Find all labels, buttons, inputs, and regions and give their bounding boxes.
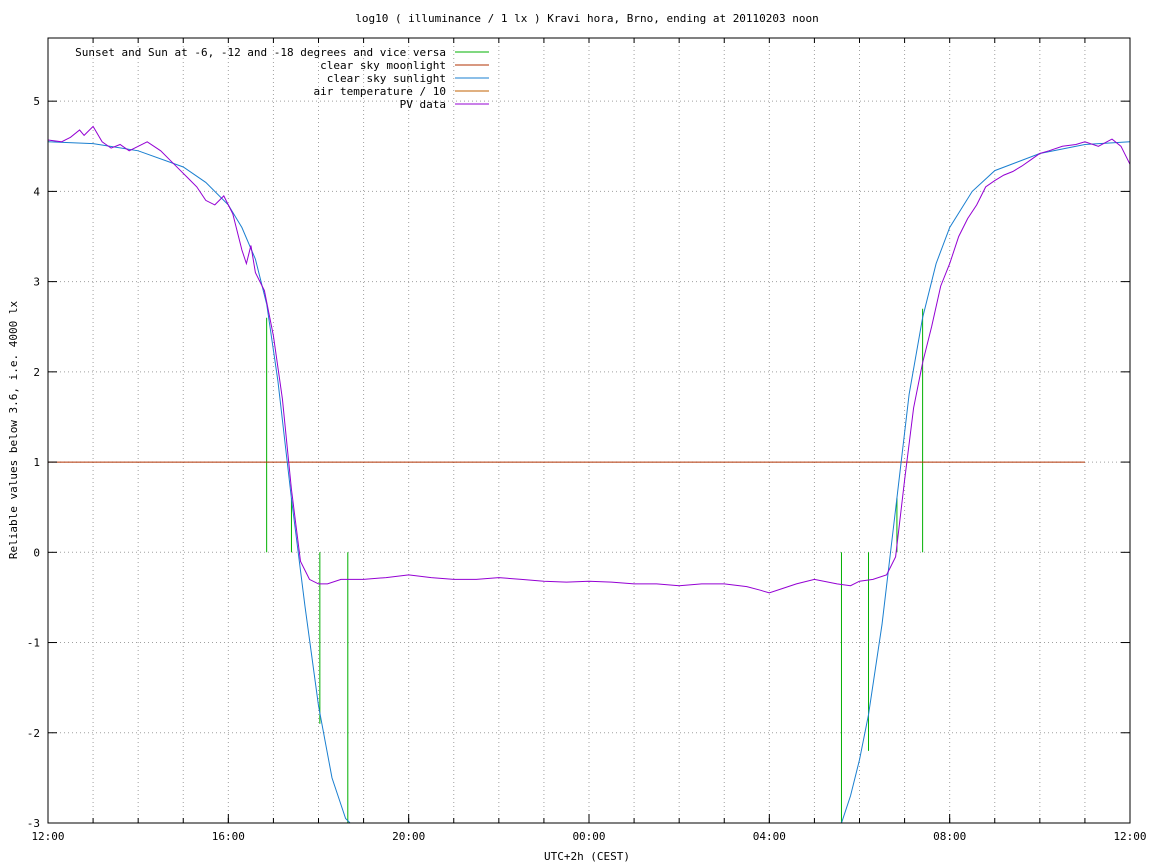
x-tick-label: 00:00	[572, 830, 605, 843]
y-axis-label: Reliable values below 3.6, i.e. 4000 lx	[7, 300, 20, 559]
chart-title: log10 ( illuminance / 1 lx ) Kravi hora,…	[355, 12, 819, 25]
legend-label: air temperature / 10	[314, 85, 446, 98]
y-tick-label: 0	[33, 546, 40, 559]
y-tick-label: -1	[27, 637, 40, 650]
y-tick-label: -3	[27, 817, 40, 830]
x-axis-label: UTC+2h (CEST)	[544, 850, 630, 863]
series-layer	[47, 125, 1131, 824]
y-tick-label: 5	[33, 95, 40, 108]
legend-label: clear sky sunlight	[327, 72, 446, 85]
x-tick-label: 12:00	[1113, 830, 1146, 843]
y-tick-label: -2	[27, 727, 40, 740]
series-4-line	[47, 125, 1131, 594]
x-tick-label: 12:00	[31, 830, 64, 843]
x-tick-label: 20:00	[392, 830, 425, 843]
y-tick-label: 4	[33, 185, 40, 198]
legend-label: clear sky moonlight	[320, 59, 446, 72]
x-tick-label: 04:00	[753, 830, 786, 843]
axis-ticks: 12:00 16:00 20:00 00:00 04:00 08:00 12:00 5 4 3 2 1…	[27, 38, 1147, 843]
grid	[48, 38, 1130, 823]
y-tick-label: 3	[33, 276, 40, 289]
y-tick-label: 2	[33, 366, 40, 379]
legend: Sunset and Sun at -6, -12 and -18 degree…	[75, 46, 489, 111]
legend-label: PV data	[400, 98, 446, 111]
x-tick-label: 16:00	[212, 830, 245, 843]
y-tick-label: 1	[33, 456, 40, 469]
legend-label: Sunset and Sun at -6, -12 and -18 degree…	[75, 46, 446, 59]
x-tick-label: 08:00	[933, 830, 966, 843]
